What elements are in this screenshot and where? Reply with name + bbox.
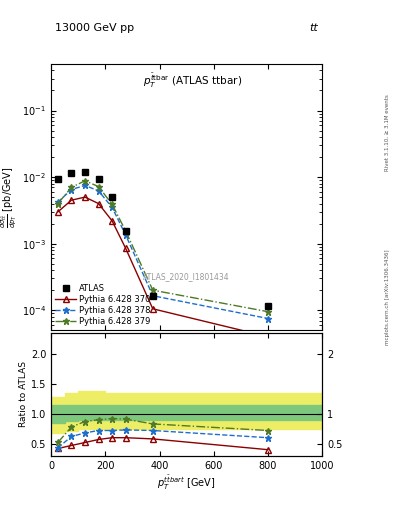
Pythia 6.428 379 <box>69 184 74 190</box>
Pythia 6.428 370 <box>151 306 155 312</box>
Pythia 6.428 378 <box>110 204 114 210</box>
Pythia 6.428 370 <box>55 209 60 215</box>
Pythia 6.428 370 <box>266 334 270 340</box>
Pythia 6.428 378 <box>266 315 270 322</box>
Pythia 6.428 379 <box>151 287 155 293</box>
Pythia 6.428 378 <box>69 186 74 193</box>
ATLAS <box>110 194 114 200</box>
Text: ATLAS_2020_I1801434: ATLAS_2020_I1801434 <box>143 272 230 282</box>
Line: Pythia 6.428 378: Pythia 6.428 378 <box>55 182 271 322</box>
Legend: ATLAS, Pythia 6.428 370, Pythia 6.428 378, Pythia 6.428 379: ATLAS, Pythia 6.428 370, Pythia 6.428 37… <box>53 282 152 328</box>
Pythia 6.428 379 <box>96 183 101 189</box>
Pythia 6.428 379 <box>83 178 87 184</box>
Pythia 6.428 379 <box>123 228 128 234</box>
ATLAS <box>69 170 74 176</box>
Line: Pythia 6.428 370: Pythia 6.428 370 <box>55 195 271 339</box>
Pythia 6.428 370 <box>123 245 128 251</box>
Pythia 6.428 370 <box>69 197 74 203</box>
Pythia 6.428 378 <box>55 199 60 205</box>
Text: Rivet 3.1.10, ≥ 3.1M events: Rivet 3.1.10, ≥ 3.1M events <box>385 95 389 172</box>
Pythia 6.428 379 <box>110 201 114 207</box>
Line: Pythia 6.428 379: Pythia 6.428 379 <box>55 178 271 315</box>
Pythia 6.428 378 <box>96 188 101 194</box>
Pythia 6.428 370 <box>96 201 101 207</box>
Line: ATLAS: ATLAS <box>55 168 271 309</box>
ATLAS <box>266 303 270 309</box>
ATLAS <box>151 293 155 299</box>
Y-axis label: Ratio to ATLAS: Ratio to ATLAS <box>19 361 28 427</box>
Pythia 6.428 379 <box>55 201 60 207</box>
Pythia 6.428 378 <box>123 232 128 238</box>
ATLAS <box>123 228 128 234</box>
Text: mcplots.cern.ch [arXiv:1306.3436]: mcplots.cern.ch [arXiv:1306.3436] <box>385 249 389 345</box>
Pythia 6.428 379 <box>266 309 270 315</box>
ATLAS <box>83 169 87 175</box>
Text: tt: tt <box>310 23 318 33</box>
Pythia 6.428 370 <box>83 194 87 200</box>
Pythia 6.428 378 <box>151 293 155 299</box>
Pythia 6.428 370 <box>110 218 114 224</box>
Text: 13000 GeV pp: 13000 GeV pp <box>55 23 134 33</box>
Pythia 6.428 378 <box>83 182 87 188</box>
Y-axis label: $\frac{d\sigma_{t\bar{t}}}{dp_T}$ [pb/GeV]: $\frac{d\sigma_{t\bar{t}}}{dp_T}$ [pb/Ge… <box>0 166 19 228</box>
ATLAS <box>96 176 101 182</box>
X-axis label: $p^{t\bar{t}bart}_T$ [GeV]: $p^{t\bar{t}bart}_T$ [GeV] <box>158 473 216 492</box>
ATLAS <box>55 176 60 182</box>
Text: $p_T^{\bar{t}\mathrm{tbar}}$ (ATLAS ttbar): $p_T^{\bar{t}\mathrm{tbar}}$ (ATLAS ttba… <box>143 72 242 90</box>
